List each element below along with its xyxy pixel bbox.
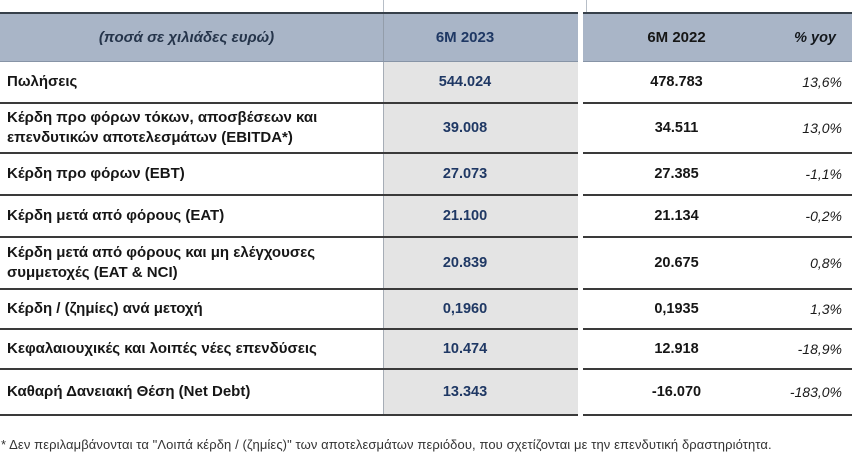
value-yoy: 1,3% [810,301,842,317]
value-yoy: -183,0% [789,384,842,400]
row-label: Καθαρή Δανειακή Θέση (Net Debt) [7,383,251,400]
row-right-segment: 0,1935 1,3% [583,290,852,330]
table-header-row: (ποσά σε χιλιάδες ευρώ) 6M 2023 6M 2022 … [0,12,852,62]
row-left-segment: Κέρδη / (ζημίες) ανά μετοχή 0,1960 [0,290,578,330]
value-yoy: 0,8% [810,255,842,271]
column-header-6m2023: 6M 2023 [383,14,578,61]
row-label: Κέρδη μετά από φόρους και μη ελέγχουσες … [7,244,316,281]
row-left-segment: Κέρδη μετά από φόρους (EAT) 21.100 [0,196,578,238]
units-label: (ποσά σε χιλιάδες ευρώ) [98,28,275,46]
table-row-ebt: Κέρδη προ φόρων (EBT) 27.073 27.385 -1,1… [0,154,852,196]
row-label: Κέρδη μετά από φόρους (EAT) [7,207,225,224]
value-6m2022: -16.070 [651,384,702,400]
value-6m2023: 20.839 [383,238,578,288]
value-6m2023: 544.024 [383,62,578,102]
row-right-segment: 20.675 0,8% [583,238,852,290]
value-yoy: -0,2% [805,208,842,224]
financial-results-table: (ποσά σε χιλιάδες ευρώ) 6M 2023 6M 2022 … [0,12,852,416]
value-6m2022: 20.675 [654,255,699,271]
value-yoy: 13,0% [802,120,842,136]
table-row-sales: Πωλήσεις 544.024 478.783 13,6% [0,62,852,104]
row-label: Κέρδη προ φόρων τόκων, αποσβέσεων και επ… [7,109,318,146]
value-yoy: -18,9% [797,341,842,357]
value-6m2022: 478.783 [650,74,703,90]
value-6m2023: 27.073 [383,154,578,194]
value-6m2023: 0,1960 [383,290,578,328]
row-right-segment: 34.511 13,0% [583,104,852,154]
value-6m2023: 10.474 [383,330,578,368]
value-6m2022: 34.511 [654,120,699,136]
row-left-segment: Καθαρή Δανειακή Θέση (Net Debt) 13.343 [0,370,578,416]
value-6m2023: 21.100 [383,196,578,236]
table-row-net-debt: Καθαρή Δανειακή Θέση (Net Debt) 13.343 -… [0,370,852,416]
row-label: Κέρδη προ φόρων (EBT) [7,165,185,182]
row-label: Κέρδη / (ζημίες) ανά μετοχή [7,300,203,317]
table-row-eps: Κέρδη / (ζημίες) ανά μετοχή 0,1960 0,193… [0,290,852,330]
value-6m2023: 13.343 [383,370,578,414]
row-right-segment: 478.783 13,6% [583,62,852,104]
header-left-segment: (ποσά σε χιλιάδες ευρώ) 6M 2023 [0,12,578,62]
table-row-eat-nci: Κέρδη μετά από φόρους και μη ελέγχουσες … [0,238,852,290]
row-left-segment: Κέρδη προ φόρων (EBT) 27.073 [0,154,578,196]
row-right-segment: 21.134 -0,2% [583,196,852,238]
row-right-segment: 12.918 -18,9% [583,330,852,370]
row-left-segment: Κεφαλαιουχικές και λοιπές νέες επενδύσει… [0,330,578,370]
column-header-6m2022: 6M 2022 [647,29,706,46]
value-yoy: 13,6% [802,74,842,90]
value-6m2022: 27.385 [654,166,699,182]
column-divider-tick [383,0,384,13]
table-row-eat: Κέρδη μετά από φόρους (EAT) 21.100 21.13… [0,196,852,238]
table-row-ebitda: Κέρδη προ φόρων τόκων, αποσβέσεων και επ… [0,104,852,154]
value-6m2023: 39.008 [383,104,578,152]
table-row-capex: Κεφαλαιουχικές και λοιπές νέες επενδύσει… [0,330,852,370]
row-label: Κεφαλαιουχικές και λοιπές νέες επενδύσει… [7,340,317,357]
row-right-segment: 27.385 -1,1% [583,154,852,196]
column-divider-tick [586,0,587,13]
header-right-segment: 6M 2022 % yoy [583,12,852,62]
row-label: Πωλήσεις [7,73,78,90]
row-right-segment: -16.070 -183,0% [583,370,852,416]
value-yoy: -1,1% [805,166,842,182]
row-left-segment: Κέρδη μετά από φόρους και μη ελέγχουσες … [0,238,578,290]
value-6m2022: 21.134 [654,208,699,224]
row-left-segment: Πωλήσεις 544.024 [0,62,578,104]
row-left-segment: Κέρδη προ φόρων τόκων, αποσβέσεων και επ… [0,104,578,154]
footnote: * Δεν περιλαμβάνονται τα "Λοιπά κέρδη / … [1,437,772,452]
column-header-yoy: % yoy [794,29,836,46]
units-header-cell: (ποσά σε χιλιάδες ευρώ) [0,14,383,61]
value-6m2022: 0,1935 [654,301,699,317]
value-6m2022: 12.918 [654,341,699,357]
